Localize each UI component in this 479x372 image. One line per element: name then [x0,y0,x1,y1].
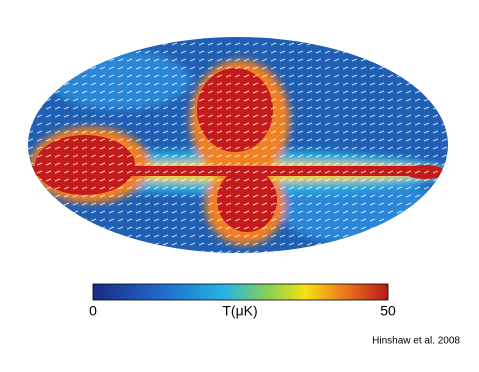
colorbar-min: 0 [89,303,97,319]
colorbar-max: 50 [380,303,396,319]
credit: Hinshaw et al. 2008 [372,336,460,347]
colorbar [92,283,389,301]
sky-map [28,37,448,253]
colorbar-label: T(μK) [222,303,257,319]
